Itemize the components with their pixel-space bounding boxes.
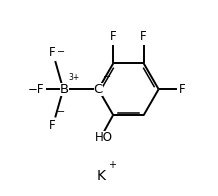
Text: −: − [57, 46, 65, 57]
Text: C: C [94, 83, 103, 96]
Text: F: F [140, 30, 147, 43]
Text: K: K [97, 169, 106, 183]
Text: F: F [49, 46, 56, 59]
Text: +: + [108, 160, 116, 170]
Text: −: − [103, 73, 111, 83]
Text: HO: HO [95, 131, 113, 144]
Text: F: F [110, 30, 117, 43]
Text: F: F [49, 119, 56, 132]
Text: F: F [179, 83, 186, 96]
Text: 3+: 3+ [68, 73, 79, 82]
Text: B: B [60, 83, 69, 96]
Text: −F: −F [27, 83, 44, 96]
Text: −: − [57, 107, 65, 117]
